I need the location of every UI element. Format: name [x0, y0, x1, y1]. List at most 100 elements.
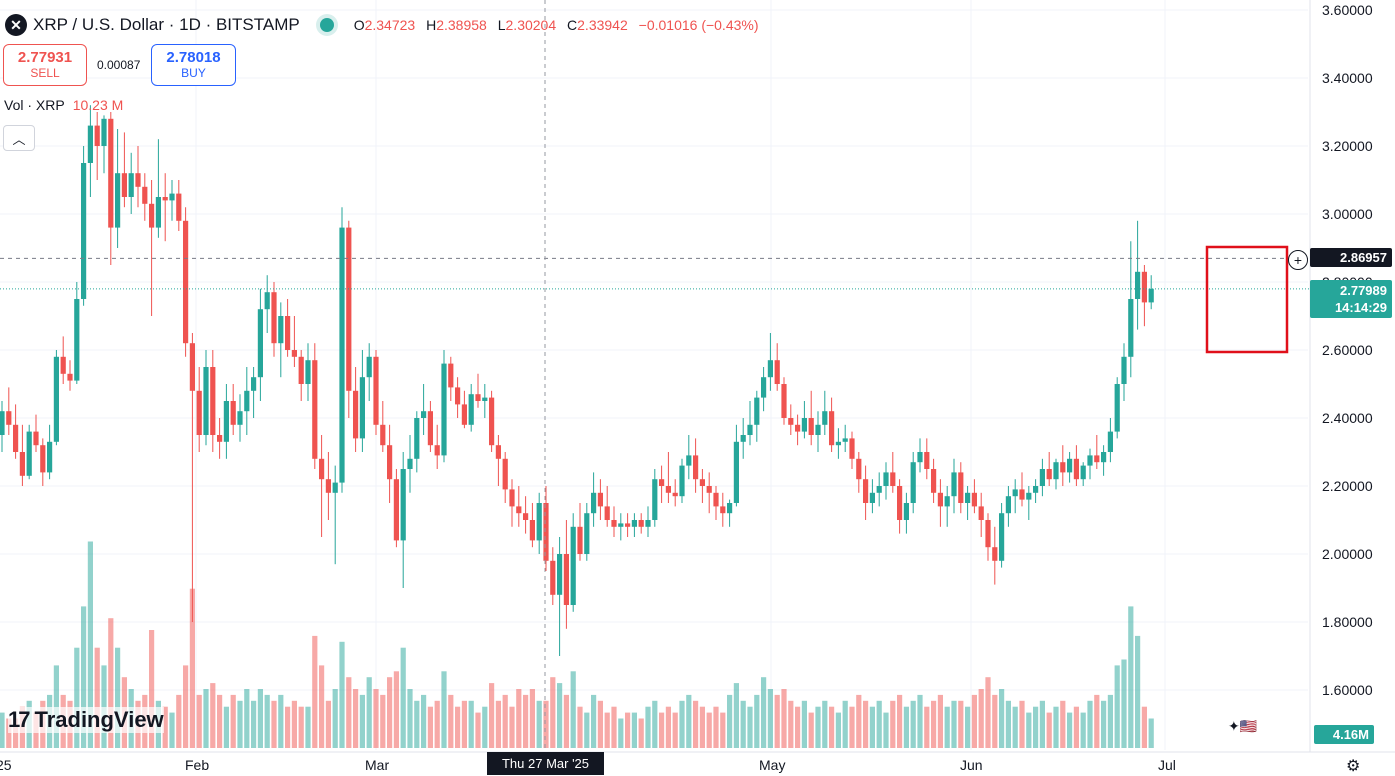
buy-label: BUY — [181, 66, 206, 80]
volume-bar — [795, 706, 801, 748]
candle-body — [366, 356, 372, 378]
market-status-icon[interactable] — [319, 18, 334, 32]
candle-body — [822, 411, 828, 425]
price-axis-label: 3.60000 — [1322, 2, 1373, 18]
volume-bar — [230, 694, 236, 748]
candle-body — [489, 397, 495, 446]
volume-bar — [706, 712, 712, 748]
volume-bar — [189, 588, 195, 748]
volume-bar — [591, 694, 597, 748]
volume-bar — [679, 700, 685, 748]
volume-bar — [407, 689, 413, 748]
volume-bar — [264, 694, 270, 748]
buy-button[interactable]: 2.78018 BUY — [151, 44, 236, 86]
volume-bar — [0, 712, 5, 748]
volume-bar — [1073, 706, 1079, 748]
volume-bar — [597, 700, 603, 748]
candle-body — [557, 554, 563, 595]
price-axis-label: 2.20000 — [1322, 478, 1373, 494]
candle-body — [373, 356, 379, 425]
price-axis[interactable]: 3.600003.400003.200003.000002.800002.600… — [1309, 0, 1373, 752]
volume-bar — [312, 635, 318, 748]
candle-body — [217, 435, 223, 442]
volume-bar — [291, 700, 297, 748]
crosshair-price-label: 2.86957 — [1310, 248, 1392, 267]
tradingview-logo[interactable]: 17 TradingView — [8, 707, 164, 733]
candle-body — [815, 424, 821, 435]
candle-body — [672, 492, 678, 497]
sell-label: SELL — [30, 66, 60, 80]
volume-bar — [203, 689, 209, 748]
volume-bar — [455, 706, 461, 748]
candle-body — [1094, 455, 1100, 463]
candle-body — [468, 394, 474, 425]
volume-bar — [659, 712, 665, 748]
volume-bar — [1060, 700, 1066, 748]
candle-body — [142, 186, 148, 204]
candle-body — [801, 418, 807, 432]
candle-body — [516, 506, 522, 514]
candle-body — [176, 193, 182, 221]
volume-bar — [387, 677, 393, 748]
volume-bar — [53, 665, 59, 748]
volume-bar — [489, 683, 495, 748]
candle-body — [1135, 271, 1141, 299]
volume-bar — [210, 683, 216, 748]
volume-bar — [1053, 706, 1059, 748]
volume-legend[interactable]: Vol · XRP 10.23 M — [4, 97, 123, 113]
price-axis-label: 3.20000 — [1322, 138, 1373, 154]
candle-body — [1141, 271, 1147, 303]
collapse-legend-button[interactable]: ︿ — [3, 125, 35, 151]
candle-body — [835, 441, 841, 446]
settings-gear-icon[interactable]: ⚙ — [1346, 758, 1361, 775]
candle-body — [325, 479, 331, 493]
time-axis[interactable]: 25 Feb Mar May Jun Jul — [0, 751, 1395, 773]
volume-bar — [801, 700, 807, 748]
volume-bar — [992, 694, 998, 748]
candle-body — [1046, 469, 1052, 480]
volume-bar — [584, 712, 590, 748]
volume-bar — [298, 706, 304, 748]
candle-body — [1033, 486, 1039, 493]
candle-body — [781, 384, 787, 418]
candle-body — [40, 445, 46, 473]
symbol-title[interactable]: XRP / U.S. Dollar · 1D · BITSTAMP — [33, 15, 300, 34]
candle-body — [94, 125, 100, 146]
candle-body — [863, 479, 869, 503]
sell-button[interactable]: 2.77931 SELL — [3, 44, 87, 86]
candle-body — [223, 401, 229, 442]
volume-bar — [761, 677, 767, 748]
volume-bar — [727, 694, 733, 748]
volume-bar — [217, 694, 223, 748]
volume-bar — [1148, 718, 1154, 748]
volume-bar — [1067, 712, 1073, 748]
volume-bar — [965, 706, 971, 748]
candle-body — [1107, 431, 1113, 452]
volume-bar — [169, 712, 175, 748]
price-gridlines — [0, 0, 1308, 750]
candle-body — [706, 486, 712, 493]
candle-body — [339, 227, 345, 483]
candle-body — [869, 492, 875, 503]
volume-bar — [618, 718, 624, 748]
volume-bar — [625, 712, 631, 748]
volume-axis-label: 4.16M — [1314, 725, 1374, 744]
add-alert-plus-icon[interactable]: + — [1288, 250, 1308, 270]
highlight-box — [1205, 245, 1289, 354]
events-flags-icon[interactable]: ✦🇺🇸 — [1228, 718, 1258, 734]
candlesticks — [0, 105, 1154, 656]
candle-body — [767, 360, 773, 378]
candle-body — [33, 431, 39, 446]
volume-bar — [1080, 712, 1086, 748]
candle-body — [720, 506, 726, 514]
candle-body — [761, 377, 767, 398]
volume-bar — [781, 689, 787, 748]
candle-body — [604, 506, 610, 520]
candle-body — [400, 469, 406, 541]
volume-bar — [278, 694, 284, 748]
candle-body — [740, 435, 746, 442]
candle-body — [427, 411, 433, 446]
volume-bar — [971, 694, 977, 748]
candle-body — [237, 411, 243, 425]
